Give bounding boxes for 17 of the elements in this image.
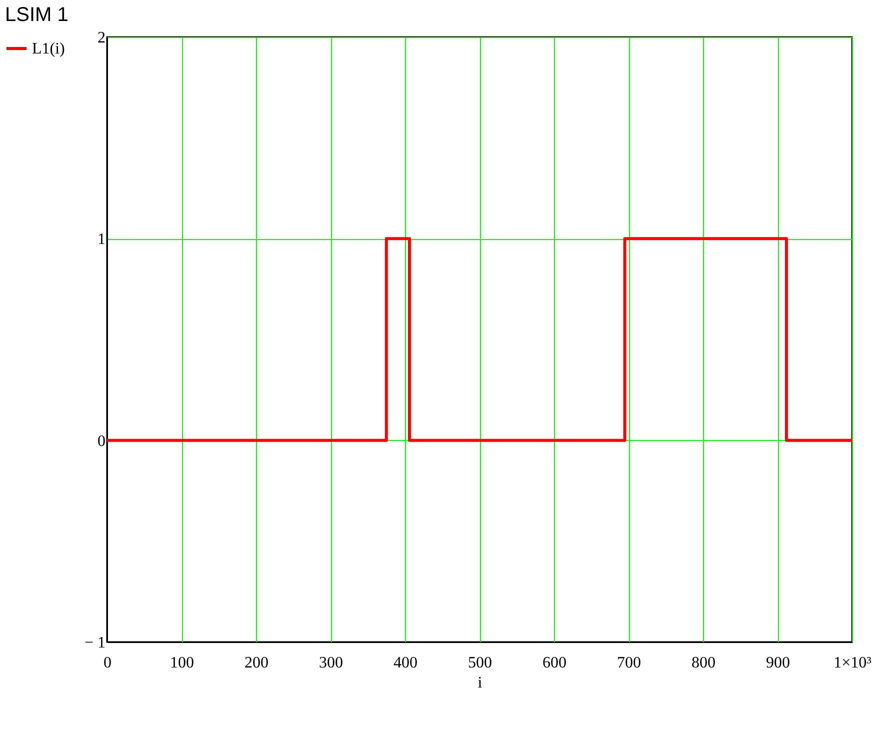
x-tick-label: 200 — [244, 654, 268, 672]
legend-label: L1(i) — [32, 40, 65, 58]
y-tick-label: 0 — [98, 432, 106, 450]
x-tick-label: 700 — [617, 654, 641, 672]
x-tick-label: 600 — [542, 654, 566, 672]
y-tick-label: 2 — [98, 30, 106, 46]
x-tick-label: 500 — [468, 654, 492, 672]
x-tick-label: 1×10³ — [834, 654, 872, 672]
x-axis-title: i — [478, 674, 483, 692]
y-tick-label: − 1 — [84, 634, 106, 652]
x-tick-label: 900 — [766, 654, 790, 672]
y-tick-label: 1 — [98, 231, 106, 248]
x-tick-label: 400 — [394, 654, 418, 672]
chart-title: LSIM 1 — [5, 4, 68, 26]
x-tick-label: 100 — [170, 654, 194, 672]
x-tick-label: 800 — [692, 654, 716, 672]
x-tick-label: 300 — [319, 654, 343, 672]
